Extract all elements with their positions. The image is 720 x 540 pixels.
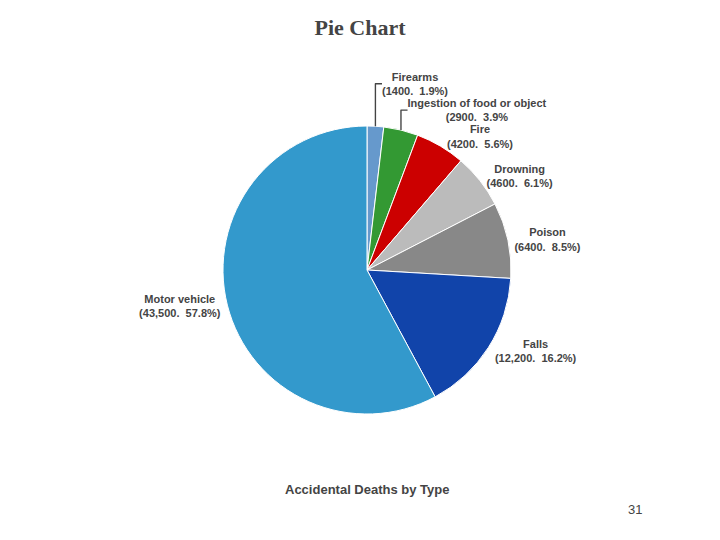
svg-text:Pie Chart: Pie Chart	[314, 15, 406, 40]
svg-text:Ingestion of food or object(29: Ingestion of food or object(2900. 3.9%	[408, 97, 547, 123]
svg-text:Fire(4200. 5.6%): Fire(4200. 5.6%)	[447, 123, 513, 149]
svg-text:Drowning(4600. 6.1%): Drowning(4600. 6.1%)	[487, 163, 553, 189]
svg-text:Poison(6400. 8.5%): Poison(6400. 8.5%)	[514, 226, 580, 252]
svg-text:Firearms(1400. 1.9%): Firearms(1400. 1.9%)	[382, 71, 448, 97]
svg-text:31: 31	[628, 502, 642, 517]
svg-text:Falls(12,200. 16.2%): Falls(12,200. 16.2%)	[495, 338, 577, 364]
svg-text:Accidental Deaths by Type: Accidental Deaths by Type	[285, 482, 449, 497]
svg-text:Motor vehicle(43,500. 57.8%): Motor vehicle(43,500. 57.8%)	[139, 293, 221, 319]
